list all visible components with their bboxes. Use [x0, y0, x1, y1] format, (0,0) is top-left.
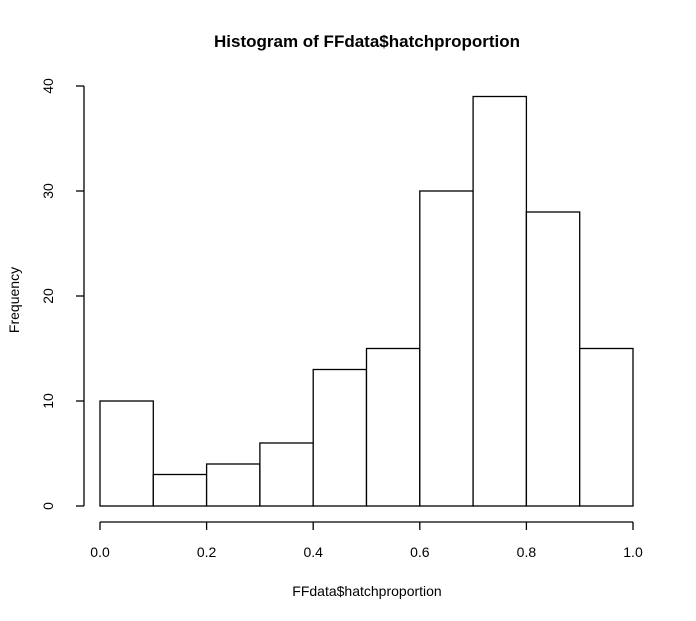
y-tick-label-3: 30 [40, 183, 56, 199]
x-tick-label-5: 1.0 [623, 544, 643, 560]
chart-title: Histogram of FFdata$hatchproportion [214, 32, 520, 51]
y-tick-label-2: 20 [40, 288, 56, 304]
histogram-bar-8 [525, 211, 581, 507]
x-tick-label-4: 0.8 [517, 544, 537, 560]
histogram-bar-2 [205, 463, 261, 507]
histogram-bar-1 [152, 473, 208, 507]
x-tick-label-0: 0.0 [90, 544, 110, 560]
y-tick-label-0: 0 [40, 502, 56, 510]
y-tick-label-4: 40 [40, 78, 56, 94]
histogram-bar-3 [259, 442, 314, 507]
x-axis: 0.0 0.2 0.4 0.6 0.8 1.0 [90, 521, 643, 560]
histogram-bar-9 [579, 347, 634, 507]
x-tick-label-3: 0.6 [410, 544, 430, 560]
y-axis: 0 10 20 30 40 [40, 78, 85, 510]
histogram-bar-6 [419, 190, 474, 507]
y-tick-label-1: 10 [40, 393, 56, 409]
y-axis-label: Frequency [6, 267, 22, 333]
histogram-bar-0 [99, 400, 154, 507]
x-tick-label-1: 0.2 [197, 544, 217, 560]
histogram-bar-5 [365, 347, 421, 507]
histogram-bar-7 [472, 95, 528, 507]
x-tick-label-2: 0.4 [303, 544, 323, 560]
bars-group [99, 95, 634, 507]
histogram-bar-4 [312, 368, 368, 507]
x-axis-label: FFdata$hatchproportion [292, 583, 441, 599]
